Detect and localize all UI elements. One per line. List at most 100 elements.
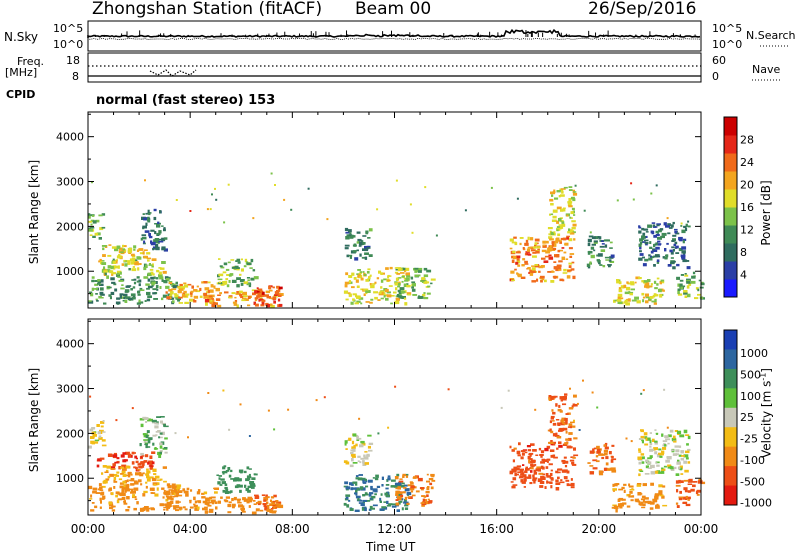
velocity-echo-cell	[677, 459, 680, 462]
velocity-echo-cell	[678, 481, 681, 484]
velocity-echo-cell	[179, 506, 183, 510]
velocity-echo-cell	[125, 509, 130, 512]
power-echo-cell	[172, 285, 177, 289]
velocity-echo-cell	[408, 496, 413, 499]
power-echo-cell	[682, 240, 685, 244]
velocity-echo-cell	[429, 482, 433, 486]
velocity-echo-cell	[355, 477, 360, 480]
velocity-echo-cell	[653, 447, 658, 451]
power-sparse-echo	[283, 198, 286, 201]
power-echo-cell	[691, 275, 696, 279]
power-echo-cell	[607, 264, 612, 266]
velocity-sparse-echo	[377, 432, 380, 435]
velocity-echo-cell	[352, 448, 356, 452]
power-echo-cell	[561, 247, 565, 249]
power-y-tick-label: 2000	[56, 220, 84, 233]
velocity-echo-cell	[115, 491, 120, 495]
velocity-echo-cell	[679, 490, 682, 494]
power-echo-cell	[562, 208, 566, 212]
velocity-echo-cell	[363, 454, 366, 458]
power-echo-cell	[247, 283, 250, 285]
velocity-echo-cell	[603, 449, 608, 453]
velocity-echo-cell	[650, 449, 655, 452]
velocity-echo-cell	[120, 466, 124, 469]
power-echo-cell	[667, 223, 671, 227]
power-echo-cell	[399, 272, 405, 274]
velocity-echo-cell	[90, 436, 95, 439]
velocity-echo-cell	[149, 455, 153, 459]
velocity-colorbar-segment	[724, 368, 737, 389]
velocity-echo-cell	[379, 508, 385, 511]
power-echo-cell	[414, 267, 419, 270]
power-echo-cell	[148, 263, 151, 266]
power-echo-cell	[374, 281, 377, 284]
power-echo-cell	[686, 285, 690, 289]
power-echo-cell	[193, 289, 198, 292]
velocity-echo-cell	[406, 502, 410, 505]
velocity-echo-cell	[163, 423, 166, 427]
velocity-echo-cell	[675, 480, 679, 484]
power-echo-cell	[645, 296, 651, 299]
velocity-sparse-echo	[89, 395, 92, 398]
velocity-echo-cell	[154, 425, 159, 429]
velocity-echo-cell	[367, 479, 373, 483]
velocity-echo-cell	[407, 496, 411, 499]
power-echo-cell	[512, 250, 516, 254]
power-echo-cell	[538, 265, 544, 269]
power-echo-cell	[565, 258, 569, 260]
velocity-echo-cell	[244, 498, 250, 501]
power-echo-cell	[111, 272, 117, 275]
velocity-echo-cell	[685, 498, 688, 500]
velocity-echo-cell	[544, 447, 549, 452]
velocity-echo-cell	[152, 434, 157, 437]
velocity-echo-cell	[519, 469, 524, 473]
velocity-echo-cell	[126, 496, 130, 500]
velocity-echo-cell	[661, 450, 665, 454]
power-echo-cell	[558, 249, 563, 252]
power-echo-cell	[274, 294, 278, 296]
velocity-echo-cell	[573, 437, 578, 440]
power-echo-cell	[552, 215, 557, 219]
power-echo-cell	[427, 285, 431, 288]
velocity-echo-cell	[163, 480, 167, 483]
velocity-echo-cell	[236, 484, 241, 488]
velocity-echo-cell	[158, 454, 162, 458]
velocity-echo-cell	[160, 420, 163, 424]
power-echo-cell	[224, 280, 228, 285]
power-echo-cell	[590, 254, 595, 259]
velocity-colorbar-tick-label: 500	[740, 369, 761, 382]
velocity-echo-cell	[145, 485, 148, 489]
velocity-echo-cell	[94, 505, 98, 509]
velocity-echo-cell	[175, 509, 180, 512]
velocity-echo-cell	[119, 485, 125, 489]
power-echo-cell	[412, 283, 416, 287]
power-echo-cell	[636, 300, 641, 304]
power-echo-cell	[120, 287, 125, 290]
power-echo-cell	[675, 252, 680, 254]
velocity-echo-cell	[592, 459, 598, 462]
velocity-echo-cell	[94, 439, 100, 442]
power-echo-cell	[677, 290, 680, 295]
power-echo-cell	[199, 287, 202, 291]
power-echo-cell	[638, 277, 642, 280]
power-echo-cell	[418, 295, 420, 299]
velocity-echo-cell	[147, 440, 151, 444]
power-echo-cell	[358, 297, 364, 300]
power-echo-cell	[351, 234, 354, 238]
velocity-echo-cell	[596, 448, 601, 453]
velocity-echo-cell	[631, 495, 635, 498]
velocity-y-tick-label: 3000	[56, 383, 84, 396]
velocity-echo-cell	[132, 494, 136, 498]
velocity-echo-cell	[371, 495, 376, 499]
velocity-echo-cell	[262, 503, 267, 506]
velocity-echo-cell	[422, 498, 426, 502]
power-echo-cell	[531, 270, 536, 273]
power-echo-cell	[107, 254, 112, 257]
power-echo-cell	[672, 266, 676, 270]
velocity-echo-cell	[164, 437, 168, 440]
power-echo-cell	[99, 283, 104, 286]
velocity-echo-cell	[419, 487, 425, 489]
velocity-echo-cell	[645, 459, 649, 463]
velocity-echo-cell	[161, 487, 165, 490]
velocity-echo-cell	[540, 450, 545, 454]
